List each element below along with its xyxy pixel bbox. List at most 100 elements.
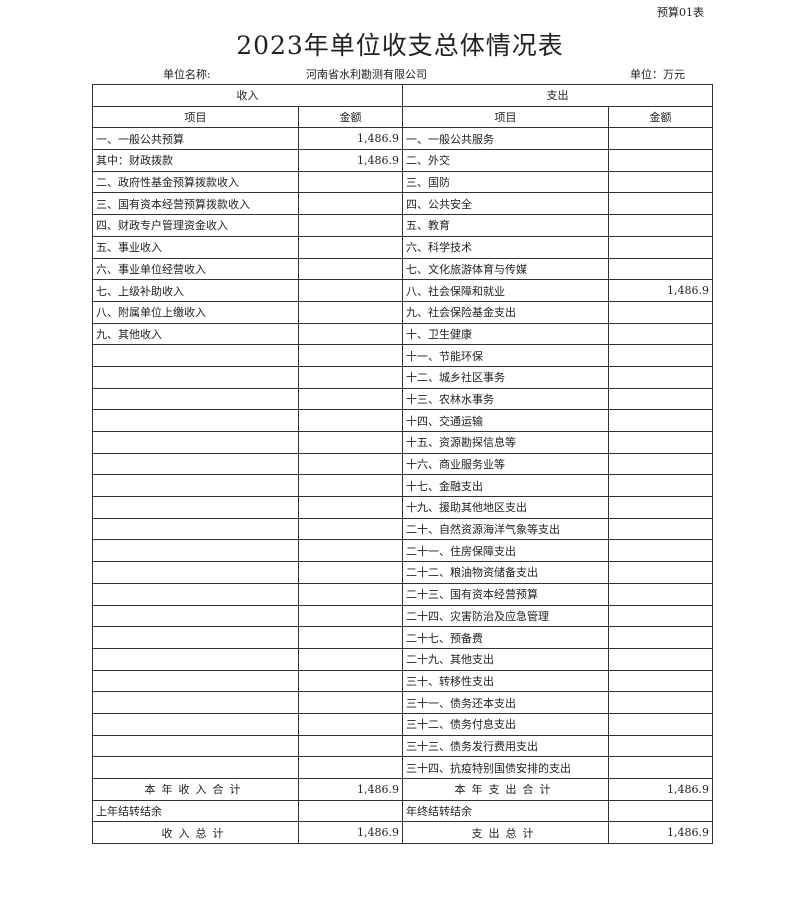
summary-row: 收入总计 1,486.9 支出总计 1,486.9 bbox=[92, 821, 713, 845]
income-amount-cell bbox=[298, 452, 403, 476]
income-item-cell: 一、一般公共预算 bbox=[92, 127, 299, 151]
table-row: 九、其他收入 十、卫生健康 bbox=[92, 322, 713, 346]
income-item-cell bbox=[92, 604, 299, 628]
expense-amount-cell bbox=[608, 474, 713, 498]
form-number: 预算01表 bbox=[657, 6, 704, 19]
expense-amount-cell bbox=[608, 647, 713, 671]
income-header: 收入 bbox=[92, 84, 403, 107]
expense-amount-header: 金额 bbox=[608, 105, 713, 129]
expense-item-cell: 五、教育 bbox=[402, 214, 609, 237]
expense-item-cell: 二十九、其他支出 bbox=[402, 647, 609, 671]
income-item-cell bbox=[92, 539, 299, 563]
income-amount-cell bbox=[298, 712, 403, 736]
expense-item-cell: 二十三、国有资本经营预算 bbox=[402, 582, 609, 606]
expense-amount-cell bbox=[608, 365, 713, 389]
table-row: 三十一、债务还本支出 bbox=[92, 691, 713, 714]
expense-item-cell: 三十四、抗疫特别国债安排的支出 bbox=[402, 756, 609, 779]
income-amount-cell bbox=[298, 647, 403, 671]
income-amount-cell bbox=[298, 517, 403, 541]
expense-header: 支出 bbox=[402, 84, 713, 107]
expense-amount-cell bbox=[608, 712, 713, 736]
expense-amount-cell bbox=[608, 582, 713, 606]
expense-item-cell: 七、文化旅游体育与传媒 bbox=[402, 257, 609, 281]
income-amount-cell bbox=[298, 257, 403, 281]
expense-item-cell: 六、科学技术 bbox=[402, 235, 609, 259]
table-row: 三十三、债务发行费用支出 bbox=[92, 734, 713, 758]
expense-amount-cell bbox=[608, 517, 713, 541]
expense-amount-cell: 1,486.9 bbox=[608, 821, 713, 845]
expense-amount-cell bbox=[608, 799, 713, 823]
income-amount-cell: 1,486.9 bbox=[298, 149, 403, 172]
expense-amount-cell bbox=[608, 409, 713, 432]
expense-item-cell: 三十一、债务还本支出 bbox=[402, 691, 609, 714]
table-row: 十六、商业服务业等 bbox=[92, 452, 713, 476]
expense-item-cell: 三、国防 bbox=[402, 170, 609, 194]
income-item-cell bbox=[92, 496, 299, 519]
income-amount-cell bbox=[298, 539, 403, 563]
expense-amount-cell bbox=[608, 235, 713, 259]
expense-amount-cell bbox=[608, 604, 713, 628]
table-row: 十三、农林水事务 bbox=[92, 387, 713, 411]
table-row: 十五、资源勘探信息等 bbox=[92, 431, 713, 454]
income-amount-cell bbox=[298, 387, 403, 411]
income-amount-cell bbox=[298, 799, 403, 823]
expense-item-cell: 一、一般公共服务 bbox=[402, 127, 609, 151]
expense-item-cell: 三十三、债务发行费用支出 bbox=[402, 734, 609, 758]
income-amount-cell bbox=[298, 170, 403, 194]
expense-item-cell: 八、社会保障和就业 bbox=[402, 279, 609, 302]
expense-item-cell: 十一、节能环保 bbox=[402, 344, 609, 367]
table-row: 二十四、灾害防治及应急管理 bbox=[92, 604, 713, 628]
expense-amount-cell bbox=[608, 344, 713, 367]
expense-item-cell: 年终结转结余 bbox=[402, 799, 609, 823]
income-item-cell: 四、财政专户管理资金收入 bbox=[92, 214, 299, 237]
income-amount-cell: 1,486.9 bbox=[298, 778, 403, 801]
expense-item-cell: 二十四、灾害防治及应急管理 bbox=[402, 604, 609, 628]
income-item-cell: 五、事业收入 bbox=[92, 235, 299, 259]
income-amount-cell bbox=[298, 756, 403, 779]
expense-item-cell: 十七、金融支出 bbox=[402, 474, 609, 498]
income-amount-cell bbox=[298, 561, 403, 584]
income-item-cell: 七、上级补助收入 bbox=[92, 279, 299, 302]
income-amount-cell bbox=[298, 734, 403, 758]
table-row: 三十二、债务付息支出 bbox=[92, 712, 713, 736]
income-item-cell bbox=[92, 517, 299, 541]
income-amount-cell bbox=[298, 365, 403, 389]
income-amount-cell bbox=[298, 214, 403, 237]
expense-amount-cell bbox=[608, 257, 713, 281]
summary-row: 本年收入合计 1,486.9 本年支出合计 1,486.9 bbox=[92, 778, 713, 801]
expense-amount-cell bbox=[608, 669, 713, 693]
unit-name-label: 单位名称: bbox=[163, 68, 211, 81]
income-item-cell bbox=[92, 365, 299, 389]
page-title: 2023年单位收支总体情况表 bbox=[236, 31, 564, 60]
table-row: 八、附属单位上缴收入 九、社会保险基金支出 bbox=[92, 300, 713, 324]
table-row: 十二、城乡社区事务 bbox=[92, 365, 713, 389]
income-item-cell bbox=[92, 712, 299, 736]
income-item-header: 项目 bbox=[92, 105, 299, 129]
income-item-cell: 九、其他收入 bbox=[92, 322, 299, 346]
expense-amount-cell bbox=[608, 300, 713, 324]
income-item-cell bbox=[92, 409, 299, 432]
table-row: 十七、金融支出 bbox=[92, 474, 713, 498]
income-amount-cell bbox=[298, 192, 403, 216]
expense-item-cell: 十、卫生健康 bbox=[402, 322, 609, 346]
income-amount-cell bbox=[298, 300, 403, 324]
expense-item-cell: 二十二、粮油物资储备支出 bbox=[402, 561, 609, 584]
income-amount-cell bbox=[298, 344, 403, 367]
expense-amount-cell: 1,486.9 bbox=[608, 778, 713, 801]
table-row: 十四、交通运输 bbox=[92, 409, 713, 432]
table-row: 二十九、其他支出 bbox=[92, 647, 713, 671]
table-row: 十九、援助其他地区支出 bbox=[92, 496, 713, 519]
expense-amount-cell bbox=[608, 192, 713, 216]
income-item-cell bbox=[92, 387, 299, 411]
income-amount-cell bbox=[298, 604, 403, 628]
table-row: 二、政府性基金预算拨款收入 三、国防 bbox=[92, 170, 713, 194]
expense-amount-cell bbox=[608, 691, 713, 714]
expense-amount-cell bbox=[608, 561, 713, 584]
income-amount-cell bbox=[298, 669, 403, 693]
summary-row: 上年结转结余 年终结转结余 bbox=[92, 799, 713, 823]
expense-amount-cell: 1,486.9 bbox=[608, 279, 713, 302]
income-item-cell bbox=[92, 626, 299, 649]
expense-amount-cell bbox=[608, 539, 713, 563]
income-item-cell bbox=[92, 669, 299, 693]
table-row: 二十三、国有资本经营预算 bbox=[92, 582, 713, 606]
